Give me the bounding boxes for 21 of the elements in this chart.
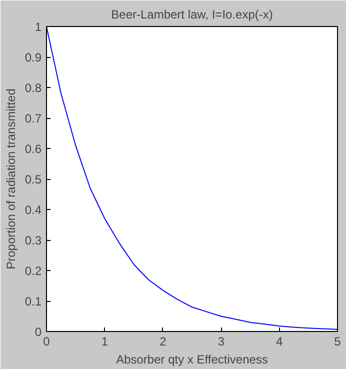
x-tick-label: 2 [160,334,167,348]
x-tick-label: 4 [276,334,283,348]
y-tick-label: 0.1 [24,294,42,308]
y-tick-label: 0.4 [24,203,42,217]
y-tick-label: 1 [34,20,42,34]
x-tick-label: 3 [218,334,225,348]
y-tick-label: 0.9 [24,50,42,64]
x-axis-title: Absorber qty x Effectiveness [116,352,268,366]
y-tick-label: 0.3 [24,234,42,248]
y-tick-label: 0.5 [24,172,42,186]
x-tick-label: 5 [334,334,342,348]
line-series [46,26,338,330]
chart-title: Beer-Lambert law, I=Io.exp(-x) [111,8,273,22]
x-tick-label: 1 [101,334,108,348]
y-tick-label: 0.6 [24,142,42,156]
x-tick-label: 0 [43,334,50,348]
y-tick-label: 0.7 [24,112,42,126]
y-tick-label: 0.8 [24,81,42,95]
y-tick-label: 0.2 [24,264,42,278]
y-axis-title: Proportion of radiation transmitted [4,88,18,270]
y-tick-label: 0 [34,325,42,339]
